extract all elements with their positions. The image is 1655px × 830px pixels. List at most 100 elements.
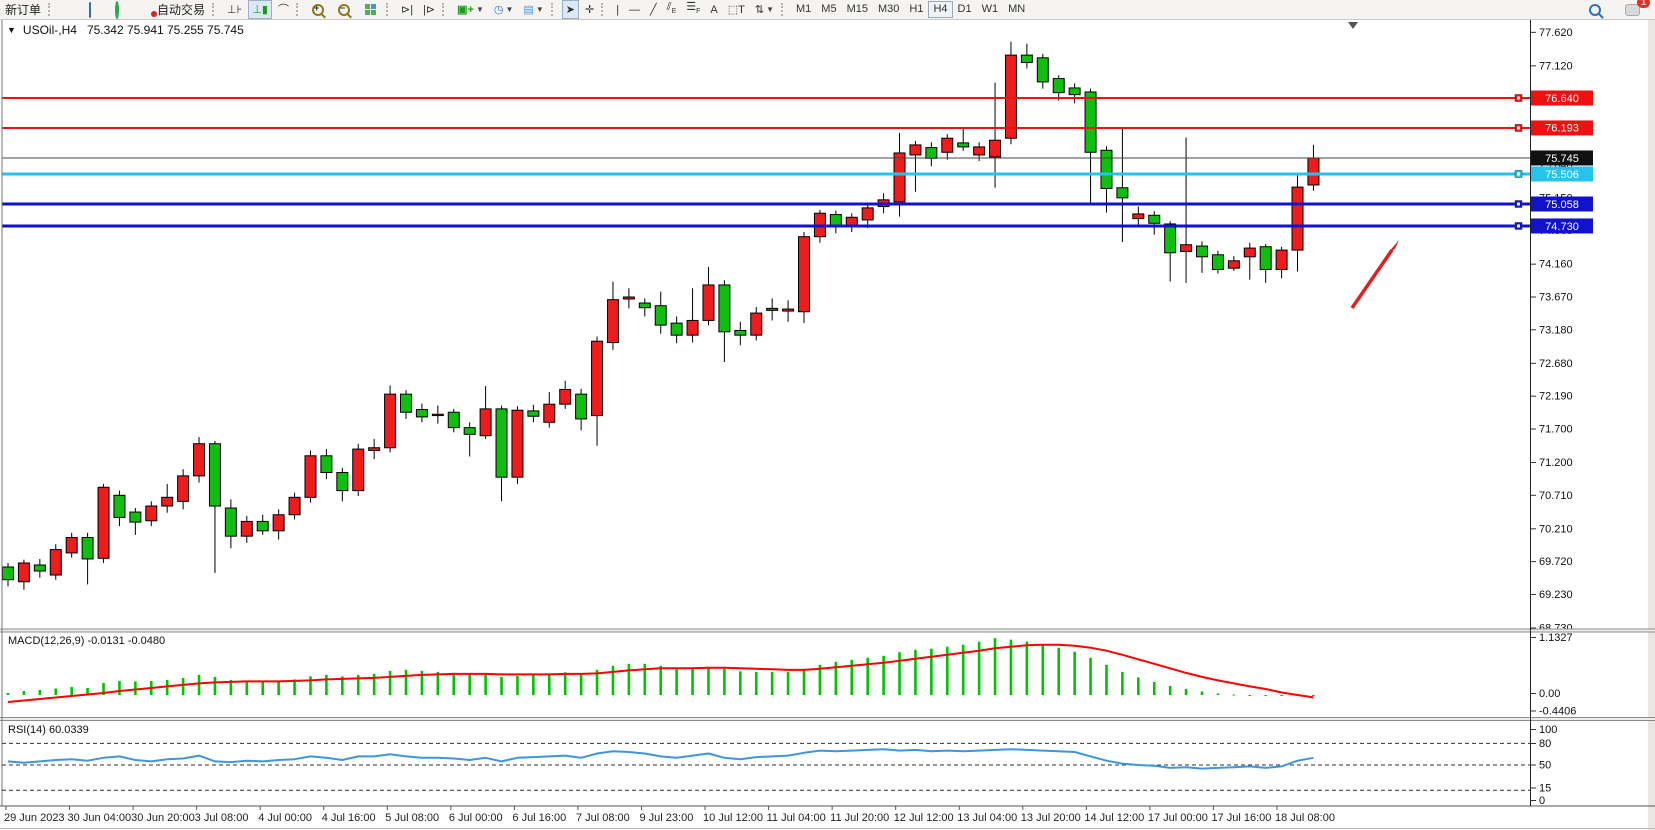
search-button[interactable] xyxy=(1585,0,1605,19)
candle-body[interactable] xyxy=(447,411,460,429)
cursor-button[interactable]: ➤ xyxy=(561,0,579,19)
new-order-button[interactable]: 新订单 xyxy=(1,0,45,19)
candle-body[interactable] xyxy=(654,305,667,326)
candle-body[interactable] xyxy=(718,284,731,333)
panel-separator[interactable] xyxy=(0,718,1655,720)
line-chart-button[interactable]: ⌒ xyxy=(274,0,293,19)
candle-body[interactable] xyxy=(304,455,317,498)
candle-body[interactable] xyxy=(861,207,874,221)
candle-body[interactable] xyxy=(527,410,540,417)
candle-body[interactable] xyxy=(1148,214,1161,224)
candle-body[interactable] xyxy=(1100,149,1113,189)
toolbar-grip[interactable] xyxy=(212,3,220,16)
candle-body[interactable] xyxy=(543,403,556,423)
candle-body[interactable] xyxy=(734,329,747,336)
candle-body[interactable] xyxy=(686,319,699,336)
navigator-button[interactable] xyxy=(111,0,135,19)
candle-body[interactable] xyxy=(463,427,476,435)
candle-body[interactable] xyxy=(320,455,333,474)
candle-body[interactable] xyxy=(575,393,588,420)
crosshair-button[interactable]: ✛ xyxy=(581,0,598,19)
chart-shift-marker[interactable] xyxy=(1348,22,1358,29)
channel-button[interactable]: ⫽E xyxy=(663,0,681,19)
candle-body[interactable] xyxy=(113,494,126,518)
candle-body[interactable] xyxy=(352,448,365,492)
template-dropdown[interactable]: ▤ ▼ xyxy=(519,0,547,19)
candle-body[interactable] xyxy=(81,537,94,560)
candle-body[interactable] xyxy=(479,408,492,437)
candle-body[interactable] xyxy=(161,496,174,507)
chart-shift-button[interactable]: |⊳ xyxy=(419,0,439,19)
period-dropdown[interactable]: ◷ ▼ xyxy=(490,0,518,19)
candle-body[interactable] xyxy=(495,408,508,478)
candle-body[interactable] xyxy=(17,562,30,583)
candle-body[interactable] xyxy=(941,137,954,153)
candle-body[interactable] xyxy=(431,413,444,417)
candle-body[interactable] xyxy=(1180,244,1193,252)
zoom-out-button[interactable]: − xyxy=(333,0,357,19)
candle-body[interactable] xyxy=(415,409,428,418)
timeframe-m30-button[interactable]: M30 xyxy=(877,3,900,15)
candle-body[interactable] xyxy=(256,520,269,532)
candle-body[interactable] xyxy=(177,475,190,502)
timeframe-d1-button[interactable]: D1 xyxy=(957,3,972,15)
candle-body[interactable] xyxy=(1307,157,1320,186)
candle-body[interactable] xyxy=(957,142,970,148)
candle-body[interactable] xyxy=(145,505,158,522)
candle-body[interactable] xyxy=(97,486,110,559)
vertical-line-button[interactable]: | xyxy=(612,0,623,19)
autotrade-button[interactable]: 自动交易 xyxy=(137,0,209,19)
candle-body[interactable] xyxy=(766,307,779,311)
candle-body[interactable] xyxy=(893,152,906,203)
candle-body[interactable] xyxy=(129,511,142,523)
text-button[interactable]: A xyxy=(706,0,721,19)
candle-body[interactable] xyxy=(1020,54,1033,63)
auto-scroll-button[interactable]: ⊳| xyxy=(397,0,417,19)
candle-body[interactable] xyxy=(782,308,795,312)
candle-body[interactable] xyxy=(973,146,986,156)
candle-body[interactable] xyxy=(368,447,381,451)
panel-separator[interactable] xyxy=(0,629,1655,632)
notifications-button[interactable]: 1 xyxy=(1607,0,1650,19)
candle-body[interactable] xyxy=(193,443,206,477)
market-watch-button[interactable] xyxy=(59,0,83,19)
toolbar-grip[interactable] xyxy=(550,3,559,16)
candle-body[interactable] xyxy=(1259,246,1272,271)
macd-panel[interactable]: 1.1327 0.00 -0.4406 xyxy=(6,632,1577,718)
timeframe-m5-button[interactable]: M5 xyxy=(821,3,837,15)
timeframe-h4-button[interactable]: H4 xyxy=(928,1,953,18)
candle-body[interactable] xyxy=(1004,54,1017,139)
candle-body[interactable] xyxy=(925,147,938,159)
candle-body[interactable] xyxy=(1164,223,1177,254)
candle-body[interactable] xyxy=(384,393,397,449)
candle-body[interactable] xyxy=(2,566,14,581)
chart-menu-icon[interactable]: ▼ xyxy=(7,25,16,35)
candle-body[interactable] xyxy=(511,409,524,478)
candle-body[interactable] xyxy=(272,514,285,532)
candle-body[interactable] xyxy=(224,507,237,537)
candle-body[interactable] xyxy=(1227,260,1240,269)
candle-body[interactable] xyxy=(606,299,619,344)
candle-body[interactable] xyxy=(829,214,842,227)
candle-body[interactable] xyxy=(1196,245,1208,258)
candle-body[interactable] xyxy=(1291,186,1304,251)
rsi-panel[interactable]: 100 80 50 150 xyxy=(2,724,1557,807)
candle-body[interactable] xyxy=(670,322,683,336)
candle-body[interactable] xyxy=(638,302,651,309)
fibonacci-button[interactable]: ☰F xyxy=(682,0,704,19)
arrows-dropdown[interactable]: ⇅ ▼ xyxy=(751,0,778,19)
timeframe-w1-button[interactable]: W1 xyxy=(981,3,999,15)
candle-body[interactable] xyxy=(33,564,46,572)
timeframe-h1-button[interactable]: H1 xyxy=(909,3,924,15)
candle-body[interactable] xyxy=(336,472,349,492)
timeframe-mn-button[interactable]: MN xyxy=(1008,3,1026,15)
toolbar-grip[interactable] xyxy=(601,3,609,16)
candle-body[interactable] xyxy=(208,443,221,507)
toolbar-grip[interactable] xyxy=(385,3,394,16)
candle-body[interactable] xyxy=(750,312,763,336)
data-window-button[interactable] xyxy=(85,0,109,19)
candle-body[interactable] xyxy=(1052,78,1065,94)
horizontal-line-button[interactable]: — xyxy=(625,0,644,19)
candle-body[interactable] xyxy=(622,296,635,300)
candle-body[interactable] xyxy=(798,236,810,313)
